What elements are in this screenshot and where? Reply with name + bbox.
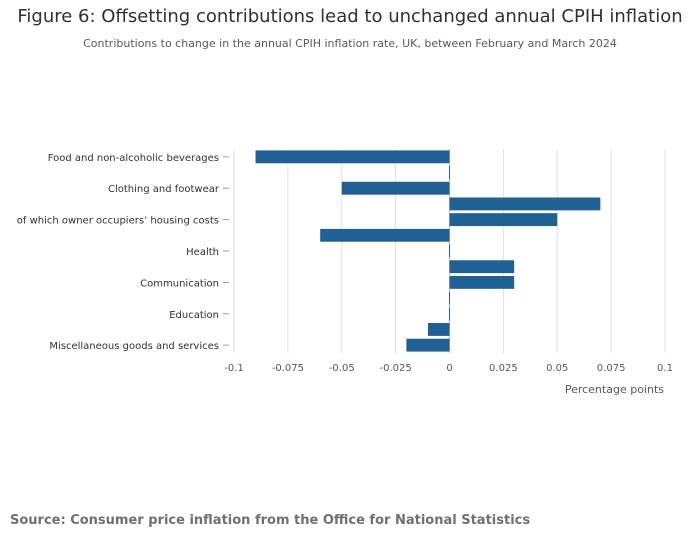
x-tick-label: -0.1 [224,363,244,374]
bar-health[interactable] [449,244,450,258]
x-tick-label: 0 [446,363,452,374]
x-tick-label: -0.075 [272,363,304,374]
category-label: Education [169,310,219,321]
bar-furniture-and-household-goods[interactable] [320,228,450,242]
category-label: Food and non-alcoholic beverages [48,153,219,164]
bar-of-which-owner-occupiers-housing-costs[interactable] [449,213,558,227]
chart-subtitle: Contributions to change in the annual CP… [83,37,617,50]
bar-communication[interactable] [449,275,515,289]
bar-restaurants-and-hotels[interactable] [427,323,450,336]
x-tick-labels: -0.1 -0.075 -0.05 -0.025 0 0.025 0.05 0.075 0.1 [224,363,673,374]
bar-clothing-and-footwear[interactable] [341,181,450,195]
bar-food-and-non-alcoholic-beverages[interactable] [255,150,450,164]
bar-transport[interactable] [449,260,515,274]
x-axis-title: Percentage points [565,383,664,396]
category-label: of which owner occupiers’ housing costs [17,216,219,227]
category-label: Communication [140,278,219,289]
bars [255,150,601,352]
x-tick-label: 0.1 [657,363,673,374]
chart-title: Figure 6: Offsetting contributions lead … [17,6,683,27]
category-label: Miscellaneous goods and services [49,341,219,352]
x-tick-label: 0.05 [546,363,568,374]
bar-miscellaneous-goods-and-services[interactable] [406,338,450,352]
source-note: Source: Consumer price inflation from th… [10,513,531,528]
bar-education[interactable] [449,307,450,321]
x-tick-label: 0.075 [597,363,626,374]
category-labels: Food and non-alcoholic beverages Clothing… [17,153,229,352]
x-tick-label: -0.025 [380,363,412,374]
category-label: Health [186,247,219,258]
bar-recreation-and-culture[interactable] [449,291,450,305]
x-tick-label: 0.025 [489,363,518,374]
bar-alcoholic-beverages-and-tobacco[interactable] [449,166,450,179]
x-tick-label: -0.05 [329,363,355,374]
bar-housing-and-household-services[interactable] [449,197,601,211]
category-label: Clothing and footwear [108,184,220,195]
